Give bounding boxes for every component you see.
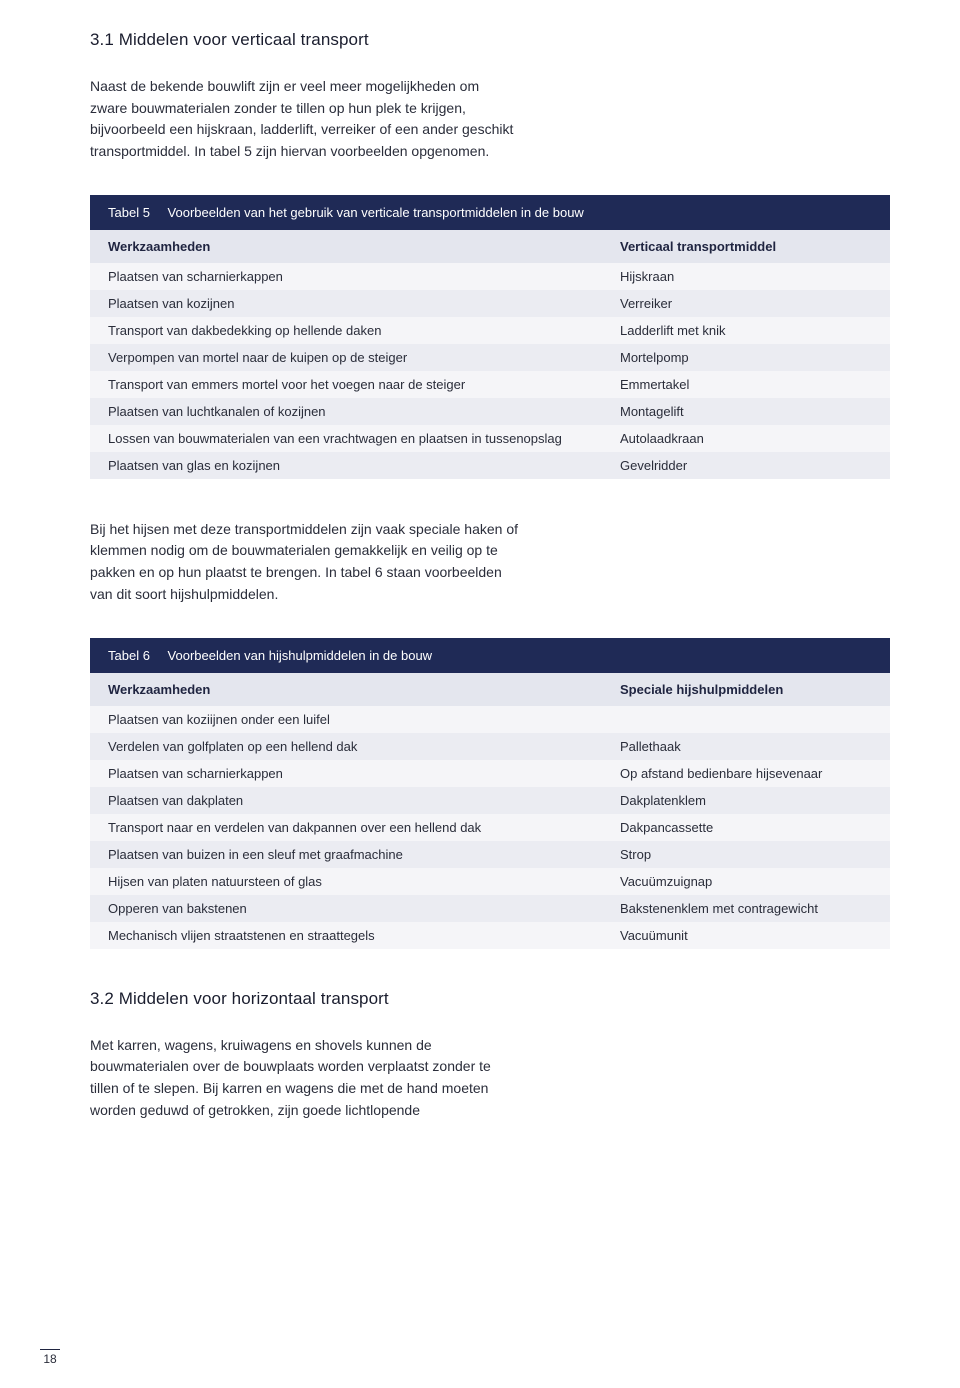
table-cell: Pallethaak xyxy=(602,733,890,760)
table-row: Transport van emmers mortel voor het voe… xyxy=(90,371,890,398)
page-number: 18 xyxy=(40,1349,60,1366)
table-cell: Mortelpomp xyxy=(602,344,890,371)
table-5: Tabel 5 Voorbeelden van het gebruik van … xyxy=(90,195,890,479)
table-6-title: Voorbeelden van hijshulpmiddelen in de b… xyxy=(168,648,433,663)
table-cell: Dakpancassette xyxy=(602,814,890,841)
table-cell: Op afstand bedienbare hijsevenaar xyxy=(602,760,890,787)
table-row: Plaatsen van dakplatenDakplatenklem xyxy=(90,787,890,814)
table-cell: Transport naar en verdelen van dakpannen… xyxy=(90,814,602,841)
table-cell: Verdelen van golfplaten op een hellend d… xyxy=(90,733,602,760)
table-cell: Plaatsen van scharnierkappen xyxy=(90,760,602,787)
table-row: Transport van dakbedekking op hellende d… xyxy=(90,317,890,344)
table-6-col2-header: Speciale hijshulpmiddelen xyxy=(602,673,890,706)
table-cell: Hijsen van platen natuursteen of glas xyxy=(90,868,602,895)
table-cell: Gevelridder xyxy=(602,452,890,479)
table-6-header-row: Werkzaamheden Speciale hijshulpmiddelen xyxy=(90,673,890,706)
table-5-col2-header: Verticaal transportmiddel xyxy=(602,230,890,263)
table-cell: Opperen van bakstenen xyxy=(90,895,602,922)
table-cell: Plaatsen van glas en kozijnen xyxy=(90,452,602,479)
table-cell: Hijskraan xyxy=(602,263,890,290)
table-row: Mechanisch vlijen straatstenen en straat… xyxy=(90,922,890,949)
table-cell: Mechanisch vlijen straatstenen en straat… xyxy=(90,922,602,949)
table-6-col1-header: Werkzaamheden xyxy=(90,673,602,706)
table-row: Verpompen van mortel naar de kuipen op d… xyxy=(90,344,890,371)
table-5-title: Voorbeelden van het gebruik van vertical… xyxy=(168,205,584,220)
table-row: Plaatsen van scharnierkappenHijskraan xyxy=(90,263,890,290)
table-cell: Ladderlift met knik xyxy=(602,317,890,344)
table-6-title-row: Tabel 6 Voorbeelden van hijshulpmiddelen… xyxy=(90,638,890,673)
table-row: Opperen van bakstenenBakstenenklem met c… xyxy=(90,895,890,922)
table-cell: Plaatsen van kozijnen xyxy=(90,290,602,317)
table-row: Plaatsen van luchtkanalen of kozijnenMon… xyxy=(90,398,890,425)
section-heading-3-2: 3.2 Middelen voor horizontaal transport xyxy=(90,989,890,1009)
table-cell: Verreiker xyxy=(602,290,890,317)
table-row: Plaatsen van koziijnen onder een luifel xyxy=(90,706,890,733)
table-row: Verdelen van golfplaten op een hellend d… xyxy=(90,733,890,760)
table-cell: Plaatsen van scharnierkappen xyxy=(90,263,602,290)
table-cell: Lossen van bouwmaterialen van een vracht… xyxy=(90,425,602,452)
table-cell: Bakstenenklem met contragewicht xyxy=(602,895,890,922)
table-cell: Transport van dakbedekking op hellende d… xyxy=(90,317,602,344)
table-row: Lossen van bouwmaterialen van een vracht… xyxy=(90,425,890,452)
table-5-header-row: Werkzaamheden Verticaal transportmiddel xyxy=(90,230,890,263)
section-3-1-paragraph: Naast de bekende bouwlift zijn er veel m… xyxy=(90,76,520,163)
section-heading-3-1: 3.1 Middelen voor verticaal transport xyxy=(90,30,890,50)
table-6: Tabel 6 Voorbeelden van hijshulpmiddelen… xyxy=(90,638,890,949)
table-cell: Autolaadkraan xyxy=(602,425,890,452)
table-6-number: Tabel 6 xyxy=(108,648,150,663)
table-cell: Vacuümunit xyxy=(602,922,890,949)
table-row: Plaatsen van glas en kozijnenGevelridder xyxy=(90,452,890,479)
table-cell: Verpompen van mortel naar de kuipen op d… xyxy=(90,344,602,371)
table-cell: Plaatsen van koziijnen onder een luifel xyxy=(90,706,602,733)
table-cell: Montagelift xyxy=(602,398,890,425)
table-5-number: Tabel 5 xyxy=(108,205,150,220)
section-3-2-paragraph: Met karren, wagens, kruiwagens en shovel… xyxy=(90,1035,520,1122)
table-5-col1-header: Werkzaamheden xyxy=(90,230,602,263)
table-cell: Emmertakel xyxy=(602,371,890,398)
table-cell: Transport van emmers mortel voor het voe… xyxy=(90,371,602,398)
mid-paragraph: Bij het hijsen met deze transportmiddele… xyxy=(90,519,520,606)
table-cell: Strop xyxy=(602,841,890,868)
table-cell: Plaatsen van luchtkanalen of kozijnen xyxy=(90,398,602,425)
table-row: Transport naar en verdelen van dakpannen… xyxy=(90,814,890,841)
table-cell: Dakplatenklem xyxy=(602,787,890,814)
table-cell xyxy=(602,706,890,733)
table-row: Plaatsen van kozijnenVerreiker xyxy=(90,290,890,317)
table-row: Hijsen van platen natuursteen of glasVac… xyxy=(90,868,890,895)
table-cell: Vacuümzuignap xyxy=(602,868,890,895)
table-cell: Plaatsen van dakplaten xyxy=(90,787,602,814)
table-5-title-row: Tabel 5 Voorbeelden van het gebruik van … xyxy=(90,195,890,230)
table-row: Plaatsen van scharnierkappenOp afstand b… xyxy=(90,760,890,787)
table-cell: Plaatsen van buizen in een sleuf met gra… xyxy=(90,841,602,868)
table-row: Plaatsen van buizen in een sleuf met gra… xyxy=(90,841,890,868)
